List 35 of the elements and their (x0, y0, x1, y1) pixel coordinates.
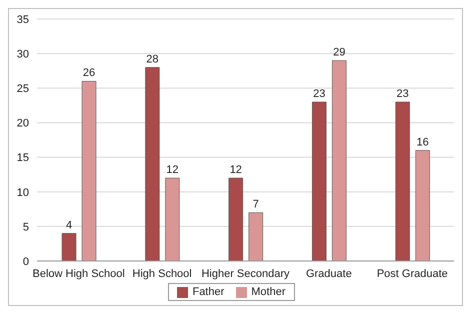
data-label: 23 (313, 88, 326, 100)
x-tick-label: Graduate (306, 268, 352, 280)
data-label: 16 (416, 136, 429, 148)
bar (228, 178, 244, 261)
data-label: 26 (82, 67, 96, 80)
bar (332, 60, 346, 261)
bar (82, 80, 96, 261)
data-label: 29 (333, 46, 346, 58)
y-tick-label: 25 (16, 83, 29, 96)
x-tick-label: Below High School (32, 268, 125, 280)
x-tick-label: Higher Secondary (201, 268, 290, 280)
legend-label: Father (191, 286, 224, 298)
y-tick-label: 35 (16, 14, 29, 26)
bar (145, 67, 160, 261)
bar (415, 150, 430, 261)
y-tick-label: 30 (16, 48, 29, 60)
y-tick-label: 5 (22, 221, 29, 234)
x-tick-label: Post Graduate (376, 268, 448, 280)
data-label: 23 (396, 88, 409, 100)
bar (62, 233, 76, 261)
x-tick-label: High School (132, 268, 192, 280)
data-label: 28 (146, 53, 159, 66)
y-tick-label: 15 (16, 152, 29, 164)
legend-label: Mother (250, 286, 286, 298)
bar (312, 102, 326, 261)
y-tick-label: 20 (16, 118, 29, 130)
bar (248, 212, 264, 261)
data-label: 12 (230, 164, 242, 176)
y-tick-label: 10 (16, 186, 29, 199)
data-label: 12 (166, 164, 179, 176)
data-label: 7 (252, 198, 259, 211)
bar (395, 102, 410, 261)
data-label: 4 (66, 219, 72, 232)
y-tick-label: 0 (22, 256, 29, 268)
bar (165, 178, 180, 261)
